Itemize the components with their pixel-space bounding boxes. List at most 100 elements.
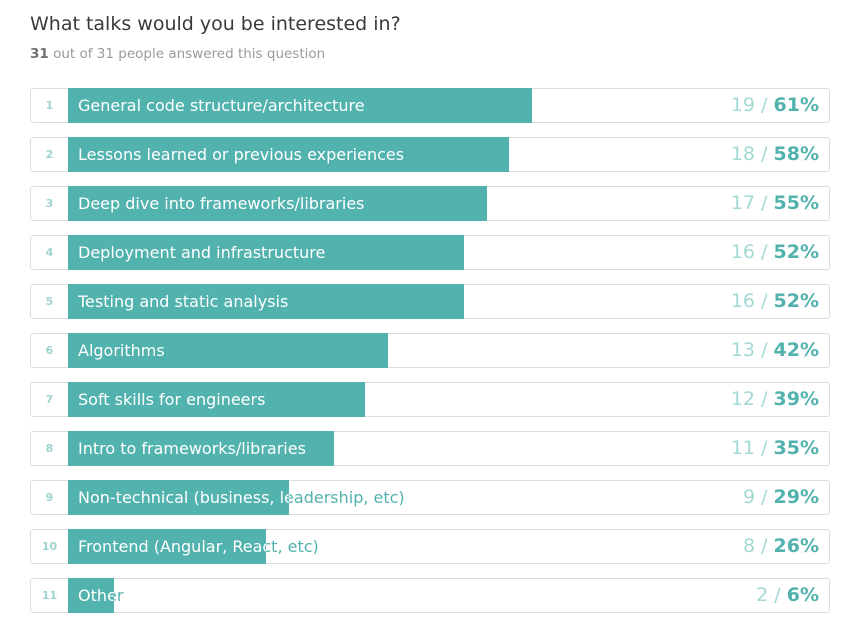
vote-percent: 52%	[773, 241, 819, 263]
bar-track	[68, 578, 829, 613]
result-bar	[68, 235, 464, 270]
result-bar	[68, 578, 114, 613]
result-row: 9 Non-technical (business, leadership, et…	[30, 480, 830, 515]
vote-count: 13	[730, 339, 756, 361]
result-bar	[68, 529, 266, 564]
result-bar	[68, 284, 464, 319]
option-label-overlay-text: Frontend (Angular, React, etc)	[78, 537, 266, 556]
option-label-overlay: Other	[78, 578, 114, 613]
vote-count: 11	[730, 437, 756, 459]
option-label: Deployment and infrastructure Deployment …	[78, 235, 325, 270]
option-label-overlay-text: Deep dive into frameworks/libraries	[78, 194, 365, 213]
rank-number: 1	[45, 99, 54, 112]
option-label-text: Frontend (Angular, React, etc)	[78, 537, 319, 556]
rank-number: 10	[41, 540, 58, 553]
option-label: Soft skills for engineers Soft skills for…	[78, 382, 265, 417]
option-label: Lessons learned or previous experiences L…	[78, 137, 404, 172]
option-label-overlay-text: Testing and static analysis	[78, 292, 289, 311]
vote-count: 8	[742, 535, 756, 557]
rank-number: 3	[45, 197, 54, 210]
option-label-overlay: Algorithms	[78, 333, 388, 368]
vote-stat: 17 / 55%	[730, 192, 819, 214]
vote-count: 17	[730, 192, 756, 214]
vote-percent: 39%	[773, 388, 819, 410]
answered-count: 31	[30, 46, 49, 62]
answered-summary: 31 out of 31 people answered this questi…	[30, 46, 325, 62]
option-label-text: General code structure/architecture	[78, 96, 365, 115]
option-label-text: Other	[78, 586, 124, 605]
option-label: Non-technical (business, leadership, etc…	[78, 480, 405, 515]
vote-percent: 58%	[773, 143, 819, 165]
option-label: Frontend (Angular, React, etc) Frontend (…	[78, 529, 319, 564]
rank-number: 2	[45, 148, 54, 161]
option-label: Deep dive into frameworks/libraries Deep …	[78, 186, 365, 221]
option-label-overlay-text: Algorithms	[78, 341, 165, 360]
rank-number: 5	[45, 295, 54, 308]
bar-track	[68, 431, 829, 466]
option-label-overlay-text: Other	[78, 586, 114, 605]
option-label-overlay: General code structure/architecture	[78, 88, 532, 123]
results-list: 1 General code structure/architecture Gene…	[30, 88, 830, 627]
rank-number: 6	[45, 344, 54, 357]
option-label-overlay: Intro to frameworks/libraries	[78, 431, 334, 466]
result-row: 10 Frontend (Angular, React, etc) Frontend…	[30, 529, 830, 564]
option-label: Algorithms Algorithms	[78, 333, 165, 368]
bar-track	[68, 137, 829, 172]
vote-count: 16	[730, 290, 756, 312]
rank-number: 11	[41, 589, 58, 602]
vote-percent: 35%	[773, 437, 819, 459]
option-label-overlay: Lessons learned or previous experiences	[78, 137, 509, 172]
option-label-text: Soft skills for engineers	[78, 390, 266, 409]
vote-count: 19	[730, 94, 756, 116]
option-label-overlay: Soft skills for engineers	[78, 382, 365, 417]
result-row: 7 Soft skills for engineers Soft skills fo…	[30, 382, 830, 417]
option-label-overlay-text: Lessons learned or previous experiences	[78, 145, 405, 164]
vote-count: 9	[742, 486, 756, 508]
vote-stat: 19 / 61%	[730, 94, 819, 116]
option-label-text: Intro to frameworks/libraries	[78, 439, 306, 458]
bar-track	[68, 186, 829, 221]
vote-stat: 18 / 58%	[730, 143, 819, 165]
vote-percent: 55%	[773, 192, 819, 214]
option-label-overlay-text: Non-technical (business, leadership, etc…	[78, 488, 289, 507]
vote-stat: 16 / 52%	[730, 290, 819, 312]
vote-stat: 8 / 26%	[742, 535, 819, 557]
option-label-overlay: Non-technical (business, leadership, etc…	[78, 480, 289, 515]
vote-stat: 2 / 6%	[756, 584, 819, 606]
vote-count: 2	[756, 584, 769, 606]
result-row: 11 OtherOther 2 / 6%	[30, 578, 830, 613]
bar-track	[68, 88, 829, 123]
result-row: 3 Deep dive into frameworks/libraries Deep…	[30, 186, 830, 221]
result-bar	[68, 88, 532, 123]
bar-track	[68, 382, 829, 417]
result-bar	[68, 137, 509, 172]
rank-number: 9	[45, 491, 54, 504]
vote-count: 18	[730, 143, 756, 165]
option-label: OtherOther	[78, 578, 123, 613]
option-label-text: Algorithms	[78, 341, 165, 360]
option-label: General code structure/architecture Gener…	[78, 88, 365, 123]
result-row: 4 Deployment and infrastructure Deployment…	[30, 235, 830, 270]
vote-percent: 26%	[773, 535, 819, 557]
vote-count: 16	[730, 241, 756, 263]
rank-number: 8	[45, 442, 54, 455]
option-label: Testing and static analysis Testing and s…	[78, 284, 288, 319]
vote-percent: 6%	[786, 584, 819, 606]
vote-percent: 29%	[773, 486, 819, 508]
option-label-overlay-text: Deployment and infrastructure	[78, 243, 326, 262]
vote-percent: 61%	[773, 94, 819, 116]
rank-number: 7	[45, 393, 54, 406]
result-row: 1 General code structure/architecture Gene…	[30, 88, 830, 123]
bar-track	[68, 480, 829, 515]
bar-track	[68, 284, 829, 319]
bar-track	[68, 333, 829, 368]
answered-suffix: out of 31 people answered this question	[53, 46, 326, 62]
option-label-text: Deployment and infrastructure	[78, 243, 326, 262]
option-label-overlay-text: General code structure/architecture	[78, 96, 365, 115]
bar-track	[68, 235, 829, 270]
vote-stat: 12 / 39%	[730, 388, 819, 410]
vote-percent: 42%	[773, 339, 819, 361]
result-bar	[68, 333, 388, 368]
option-label-text: Testing and static analysis	[78, 292, 289, 311]
result-bar	[68, 186, 487, 221]
